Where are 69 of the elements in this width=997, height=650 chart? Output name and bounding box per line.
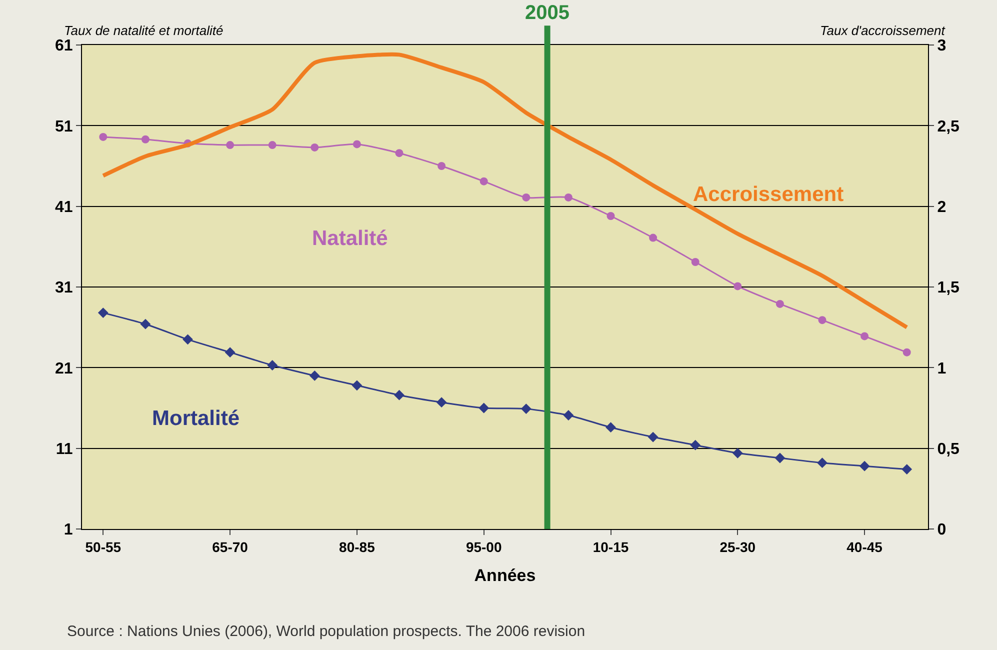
point [141,135,150,144]
point [99,132,108,141]
point [776,300,784,308]
text: Natalité [312,227,388,250]
point [564,193,572,202]
point [395,149,404,158]
point [563,410,574,420]
point [606,422,616,433]
y-tick-label: 1 [64,522,73,539]
x-tick-label: 25-30 [720,538,756,555]
text: Mortalité [152,407,240,430]
y-tick-label: 61 [55,38,73,55]
point [478,402,490,414]
y2-tick-label: 1,5 [937,280,960,297]
point [310,143,319,152]
y-tick-label: 11 [56,440,73,458]
point [522,193,530,202]
y2-tick-label: 2,5 [937,118,960,136]
point [732,448,743,458]
point [902,348,911,356]
y-tick-label: 21 [55,360,73,378]
point [226,141,234,150]
line-series [101,52,909,330]
y2-tick-label: 2 [937,198,946,216]
y2-tick-label: 0 [937,522,946,539]
y-tick-label: 51 [55,118,73,136]
point [309,370,320,381]
y2-tick-label: 3 [937,38,946,55]
point [267,360,278,370]
point [902,464,912,475]
x-tick-label: 80-85 [339,538,376,555]
point [438,162,446,170]
point [268,141,276,150]
point [182,334,193,345]
point [648,432,658,442]
x-tick-label: 95-00 [466,538,502,555]
point [436,397,447,408]
y-tick-label: 41 [55,198,73,216]
y-tick-label: 31 [55,280,73,297]
point [98,308,108,318]
x-tick-label: 10-15 [592,538,629,555]
point [394,390,404,400]
point [352,140,361,148]
point [817,458,828,468]
point [606,212,615,220]
source-note: Source : Nations Unies (2006), World population prospects. The 2006 revision [67,623,586,640]
text: 2005 [525,2,570,24]
point [774,452,786,464]
point [480,177,488,186]
point [859,460,870,472]
series-label: Accroissement [693,183,844,206]
point [140,318,151,330]
point [734,282,742,290]
x-tick-label: 40-45 [846,538,883,555]
point [691,258,700,266]
point [520,404,532,414]
x-tick-label: 65-70 [212,538,248,555]
y2-tick-label: 1 [937,360,946,378]
y2-axis-title: Taux d'accroissement [820,23,946,38]
point [818,316,826,324]
y2-tick-label: 0,5 [937,440,960,458]
x-tick-label: 50-55 [85,538,122,555]
point [352,380,362,391]
point [690,440,701,450]
point [860,332,869,340]
y-axis-title: Taux de natalité et mortalité [64,23,224,38]
point [224,347,236,358]
x-axis-title: Années [474,566,536,586]
point [649,234,658,242]
